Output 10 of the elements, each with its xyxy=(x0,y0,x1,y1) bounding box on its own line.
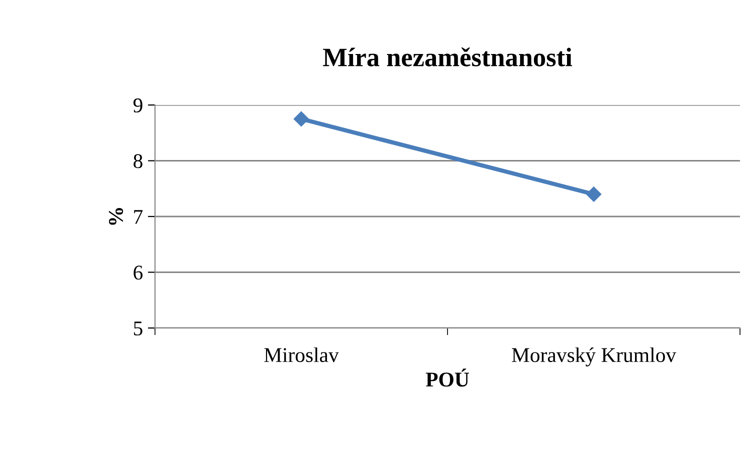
y-tick-label: 8 xyxy=(134,154,142,168)
y-axis-title: % xyxy=(108,208,124,225)
x-tick-label: Miroslav xyxy=(264,347,339,362)
y-tick-label: 9 xyxy=(133,98,142,112)
chart-title: Míra nezaměstnanosti xyxy=(322,48,572,66)
y-tick-label: 6 xyxy=(134,266,143,280)
y-tick-label: 5 xyxy=(134,322,142,336)
x-tick-label: Moravský Krumlov xyxy=(512,347,676,366)
x-axis-title: POÚ xyxy=(426,368,469,387)
y-tick-label: 7 xyxy=(134,210,143,224)
